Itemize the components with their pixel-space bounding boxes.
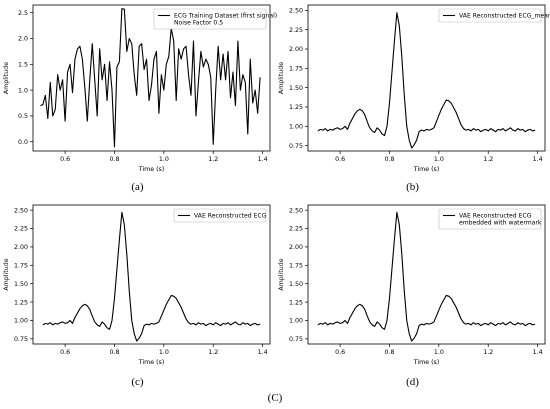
chart-panel-c: 0.6 0.8 1.0 1.2 1.4 0.75 1.00 1.25 1.50 1.75 2.00 2… <box>0 198 275 388</box>
x-axis-label: Time (s) <box>138 359 165 366</box>
y-tick-label: 0.75 <box>14 336 28 343</box>
caption-a: (a) <box>131 181 144 193</box>
y-tick-label: 0.0 <box>18 139 28 146</box>
x-tick-label: 1.0 <box>434 156 444 163</box>
y-tick-label: 2.25 <box>289 226 303 233</box>
y-axis-label: Amplitude <box>3 258 10 290</box>
x-tick-label: 1.4 <box>258 156 268 163</box>
chart-svg-c: 0.6 0.8 1.0 1.2 1.4 0.75 1.00 1.25 1.50 1.75 2.00 2… <box>3 204 271 366</box>
caption-d: (d) <box>406 376 419 388</box>
y-tick-label: 1.00 <box>289 123 303 130</box>
y-tick-label: 1.75 <box>14 263 28 270</box>
y-axis-label: Amplitude <box>3 62 10 94</box>
y-tick-label: 1.50 <box>289 85 303 92</box>
y-tick-label: 1.00 <box>289 318 303 325</box>
legend-entry: ECG Training Dataset (first signal) <box>174 13 277 20</box>
y-tick-label: 2.25 <box>289 27 303 34</box>
series-line <box>40 8 261 148</box>
y-tick-label: 1.25 <box>14 299 28 306</box>
y-tick-label: 2.50 <box>289 8 303 15</box>
caption-c: (c) <box>131 376 144 388</box>
y-tick-label: 1.25 <box>289 299 303 306</box>
y-tick-label: 1.5 <box>18 62 28 69</box>
y-tick-label: 2.00 <box>289 46 303 53</box>
plot-frame <box>32 4 271 152</box>
chart-panel-a: 0.6 0.8 1.0 1.2 1.4 0.0 0.5 1.0 1.5 2.0 2.5 Time (s… <box>0 0 277 198</box>
plot-frame <box>307 4 546 152</box>
caption-b: (b) <box>406 181 419 193</box>
legend-entry: VAE Reconstructed ECG <box>194 213 267 220</box>
x-tick-label: 0.6 <box>335 156 345 163</box>
chart-panel-b: 0.6 0.8 1.0 1.2 1.4 0.75 1.00 1.25 1.50 1.75 2.00 2… <box>275 0 550 198</box>
legend-box <box>153 8 267 30</box>
x-tick-label: 1.2 <box>208 156 218 163</box>
x-tick-label: 0.8 <box>109 156 119 163</box>
figure-label: (C) <box>267 392 283 404</box>
y-tick-label: 0.5 <box>18 113 28 120</box>
x-tick-label: 1.0 <box>434 349 444 356</box>
y-tick-label: 1.50 <box>289 281 303 288</box>
legend-entry: VAE Reconstructed ECG <box>459 213 532 220</box>
x-tick-label: 1.0 <box>159 156 169 163</box>
x-tick-label: 0.8 <box>384 156 394 163</box>
legend-box <box>438 208 542 230</box>
x-tick-label: 1.2 <box>208 349 218 356</box>
y-tick-label: 1.0 <box>18 87 28 94</box>
plot-frame <box>32 204 271 345</box>
y-tick-label: 1.75 <box>289 263 303 270</box>
y-axis-label: Amplitude <box>278 62 285 94</box>
y-axis-label: Amplitude <box>278 258 285 290</box>
legend-entry: embedded with watermark <box>459 220 542 227</box>
y-tick-label: 2.00 <box>289 244 303 251</box>
x-tick-label: 0.8 <box>384 349 394 356</box>
y-tick-label: 2.50 <box>289 207 303 214</box>
x-tick-label: 1.4 <box>533 349 543 356</box>
x-tick-label: 0.6 <box>60 349 70 356</box>
x-tick-label: 1.2 <box>483 156 493 163</box>
x-tick-label: 1.2 <box>483 349 493 356</box>
x-tick-label: 0.6 <box>60 156 70 163</box>
y-tick-label: 2.0 <box>18 36 28 43</box>
y-tick-label: 1.00 <box>14 318 28 325</box>
legend-box <box>438 8 542 23</box>
y-tick-label: 2.5 <box>18 10 28 17</box>
y-tick-label: 0.75 <box>289 143 303 150</box>
y-tick-label: 1.25 <box>289 104 303 111</box>
plot-frame <box>307 204 546 345</box>
y-tick-label: 1.50 <box>14 281 28 288</box>
legend-entry: VAE Reconstructed ECG_mean <box>459 13 550 20</box>
legend-box <box>173 208 267 223</box>
x-tick-label: 1.0 <box>159 349 169 356</box>
y-tick-label: 2.25 <box>14 226 28 233</box>
y-tick-label: 2.00 <box>14 244 28 251</box>
series-line <box>317 211 536 342</box>
x-tick-label: 1.4 <box>533 156 543 163</box>
x-axis-label: Time (s) <box>138 166 165 173</box>
y-tick-label: 0.75 <box>289 336 303 343</box>
chart-svg-a: 0.6 0.8 1.0 1.2 1.4 0.0 0.5 1.0 1.5 2.0 2.5 Time (s… <box>3 4 277 173</box>
x-axis-label: Time (s) <box>413 166 440 173</box>
legend-entry: Noise Factor 0.5 <box>174 20 223 27</box>
y-tick-label: 2.50 <box>14 207 28 214</box>
x-tick-label: 1.4 <box>258 349 268 356</box>
chart-panel-d: 0.6 0.8 1.0 1.2 1.4 0.75 1.00 1.25 1.50 1.75 2.00 2… <box>275 198 550 388</box>
chart-svg-b: 0.6 0.8 1.0 1.2 1.4 0.75 1.00 1.25 1.50 1.75 2.00 2… <box>278 4 550 173</box>
y-tick-label: 1.75 <box>289 66 303 73</box>
series-line <box>42 211 261 342</box>
x-tick-label: 0.6 <box>335 349 345 356</box>
series-line <box>317 12 536 149</box>
x-axis-label: Time (s) <box>413 359 440 366</box>
x-tick-label: 0.8 <box>109 349 119 356</box>
chart-svg-d: 0.6 0.8 1.0 1.2 1.4 0.75 1.00 1.25 1.50 1.75 2.00 2… <box>278 204 546 366</box>
